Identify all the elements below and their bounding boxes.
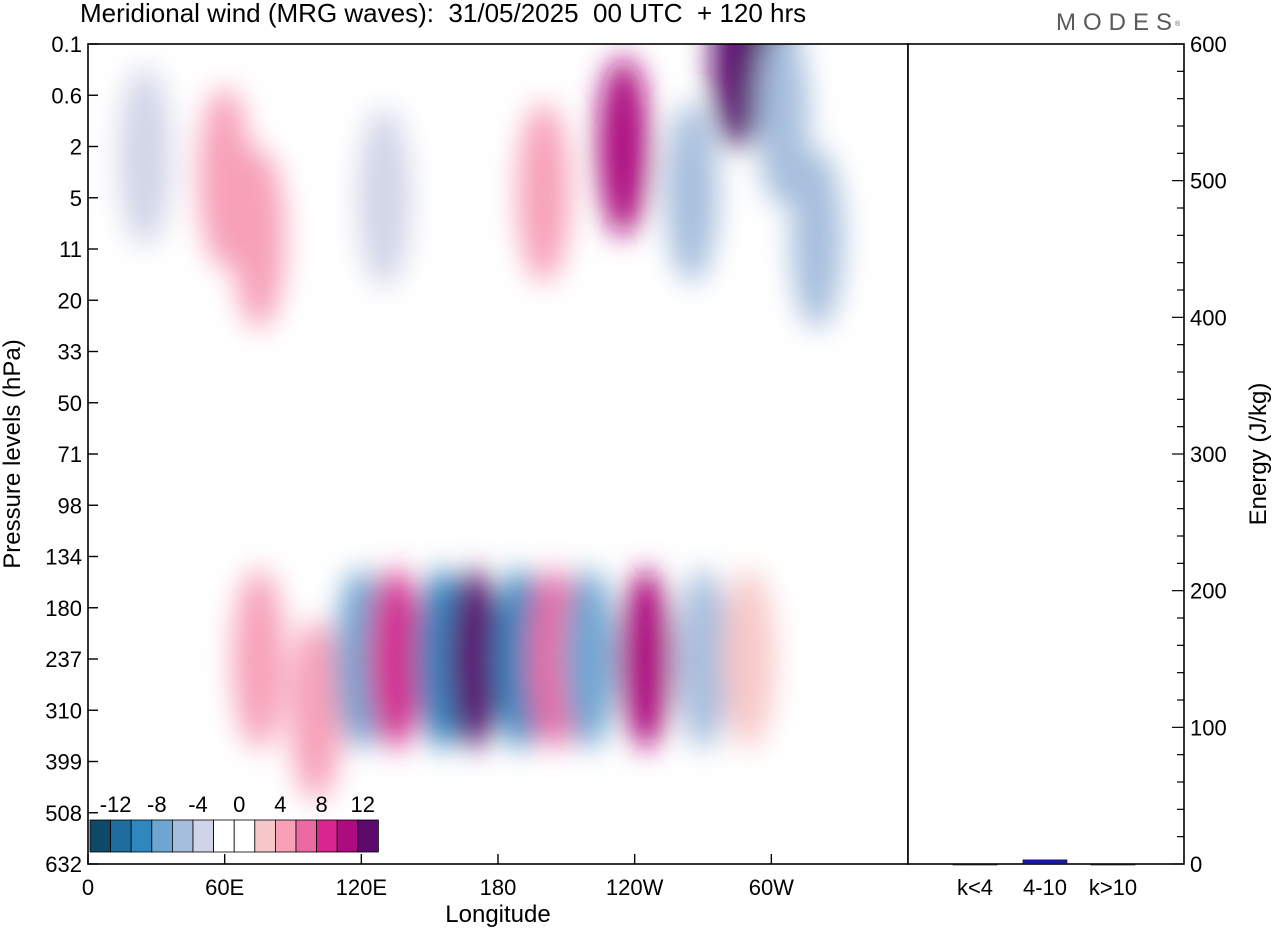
pressure-tick-label: 2 [70,135,82,160]
longitude-tick-label: 60E [205,875,244,900]
field-cell-7 [756,44,809,206]
field-cell-11 [232,569,285,749]
pressure-tick-label: 20 [58,288,82,313]
pressure-tick-label: 134 [45,545,82,570]
chart-title: Meridional wind (MRG waves): 31/05/2025 … [80,0,807,28]
energy-axis: 0 100 200 300 400 500 600 [1172,32,1227,877]
pressure-tick-label: 180 [45,596,82,621]
energy-category-label: k<4 [957,875,993,900]
colorbar-swatch [316,819,338,853]
energy-tick-label: 400 [1190,305,1227,330]
pressure-tick-label: 5 [70,186,82,211]
energy-axis-label: Energy (J/kg) [1245,383,1272,526]
x-axis-label: Longitude [445,901,550,928]
colorbar-swatch [357,819,379,853]
field-cell-16 [449,569,502,749]
pressure-tick-label: 50 [58,391,82,416]
energy-bars [952,859,1136,866]
energy-tick-label: 0 [1190,852,1202,877]
longitude-tick-label: 120W [606,875,664,900]
colorbar-swatch [295,819,318,853]
colorbar-swatch [171,819,194,853]
colorbar-swatch [233,819,256,853]
colorbar-swatch [89,819,112,853]
field-cell-8 [597,56,650,237]
pressure-tick-label: 0.1 [51,32,82,57]
pressure-tick-label: 237 [45,647,82,672]
field-cell-20 [620,569,673,749]
logo-mark: ® [1175,21,1181,28]
field-cell-22 [722,569,775,749]
modes-logo: MODES® [1056,8,1184,38]
pressure-tick-label: 98 [58,493,82,518]
colorbar-swatch [213,819,235,853]
colorbar-swatch [254,819,276,853]
pressure-tick-label: 0.6 [51,83,82,108]
pressure-tick-label: 399 [45,750,82,775]
energy-bar [952,863,998,866]
longitude-axis: 0 60E 120E 180 120W 60W [82,854,794,900]
energy-panel-frame [907,43,1185,865]
heatmap-field [88,44,908,864]
colorbar-label: -4 [188,792,208,817]
colorbar-swatch [274,819,297,853]
y-axis-label: Pressure levels (hPa) [0,339,26,568]
field-cell-4 [665,102,718,283]
colorbar: -12 -8 -4 0 4 8 12 [89,792,379,853]
energy-tick-label: 500 [1190,169,1227,194]
energy-tick-label: 600 [1190,32,1227,57]
field-cell-21 [677,569,729,749]
colorbar-label: -8 [147,792,167,817]
pressure-tick-label: 11 [59,237,82,262]
colorbar-label: 0 [233,792,245,817]
colorbar-label: 4 [274,792,286,817]
field-cell-2 [358,107,411,288]
pressure-tick-label: 71 [58,442,82,467]
pressure-tick-label: 632 [45,852,82,877]
colorbar-label: 12 [351,792,375,817]
colorbar-swatch [336,819,359,853]
energy-bar [1090,863,1136,866]
field-cell-6 [711,44,764,150]
field-cell-3 [517,102,570,283]
field-cell-12 [289,620,342,801]
colorbar-label: -12 [100,792,132,817]
pressure-tick-label: 508 [45,801,82,826]
energy-bar [1022,859,1068,865]
field-cell-0 [118,66,171,247]
colorbar-swatch [192,819,215,853]
energy-category-label: k>10 [1089,875,1137,900]
field-cell-14 [369,569,422,749]
colorbar-swatch [110,819,132,853]
pressure-axis: 0.1 0.6 2 5 11 20 33 50 71 98 134 180 237 310 399 508 63… [45,32,98,877]
longitude-tick-label: 120E [336,875,387,900]
energy-tick-label: 300 [1190,442,1227,467]
energy-category-label: 4-10 [1023,875,1067,900]
logo-text: MODES [1056,9,1180,36]
field-cell-10 [790,148,843,329]
colorbar-swatch [151,819,173,853]
energy-tick-label: 200 [1190,579,1227,604]
colorbar-label: 8 [315,792,327,817]
longitude-tick-label: 60W [749,875,794,900]
pressure-tick-label: 33 [58,340,82,365]
field-cell-9 [232,148,285,329]
colorbar-swatch [130,819,153,853]
field-cell-19 [563,569,616,749]
longitude-tick-label: 0 [82,875,94,900]
pressure-tick-label: 310 [45,698,82,723]
longitude-tick-label: 180 [480,875,517,900]
energy-tick-label: 100 [1190,715,1227,740]
energy-categories: k<4 4-10 k>10 [957,875,1137,900]
